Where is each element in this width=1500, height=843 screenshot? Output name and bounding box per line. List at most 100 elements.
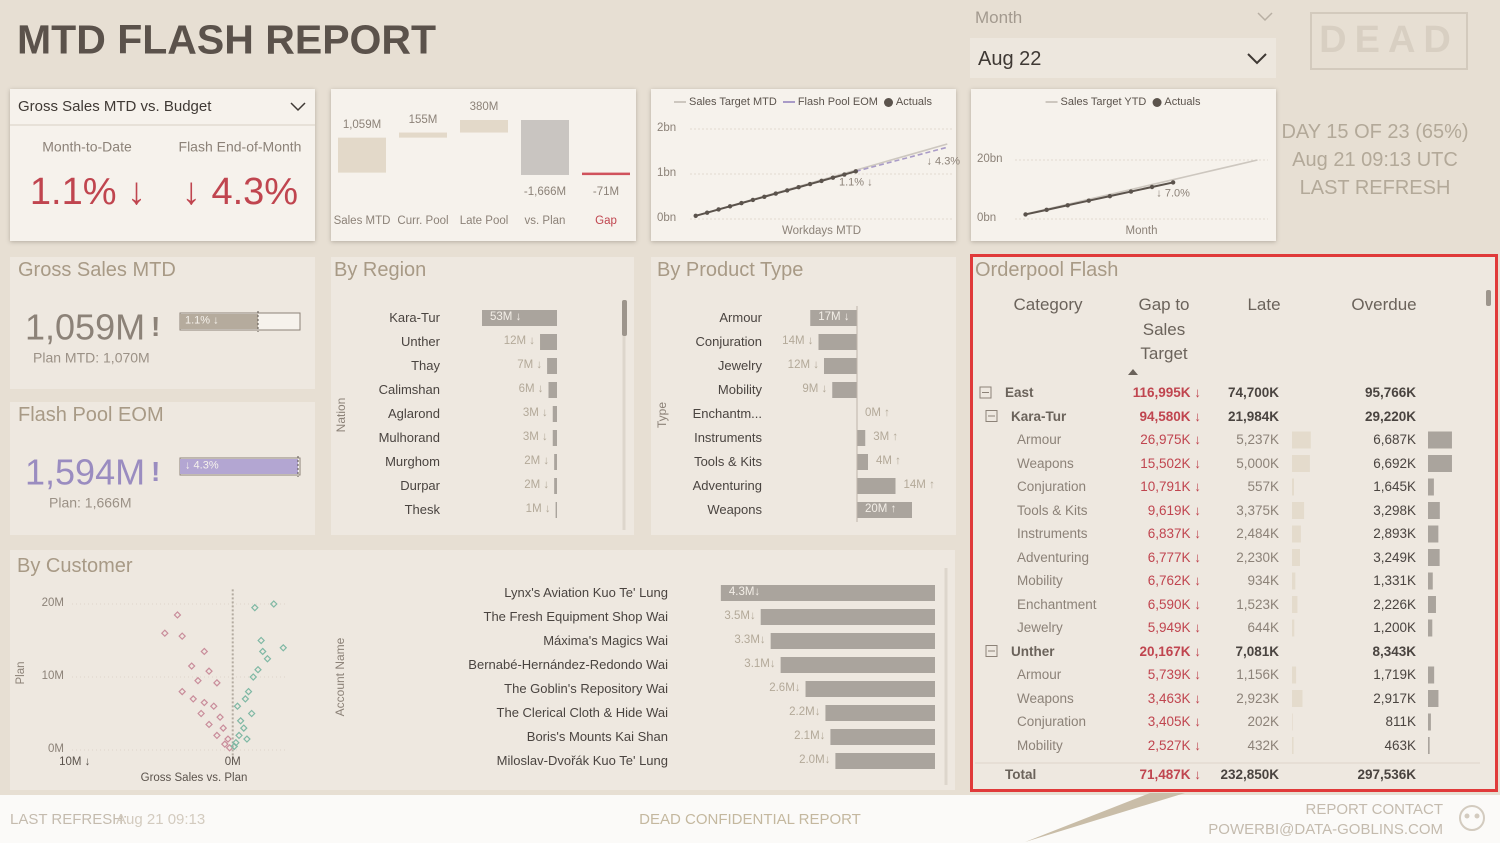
card-title: Gross Sales MTD — [18, 259, 176, 281]
gap-cell: 6,777K ↓ — [1147, 549, 1201, 565]
overdue-cell: 95,766K — [1364, 384, 1416, 400]
row-category: Weapons — [1017, 455, 1074, 471]
late-bar — [1292, 713, 1293, 731]
data-label: 3M ↓ — [522, 431, 548, 444]
scrollbar[interactable] — [622, 300, 627, 336]
overdue-bar — [1428, 737, 1430, 754]
point — [1044, 207, 1049, 213]
y-tick-label: 2bn — [657, 122, 677, 135]
axis-title: Type — [654, 401, 669, 429]
kpi-value: 1,059M — [25, 306, 146, 348]
overdue-bar — [1428, 619, 1433, 637]
overdue-bar — [1428, 455, 1452, 472]
category-label: Thay — [411, 358, 440, 374]
waterfall-bar — [338, 137, 386, 173]
point — [200, 647, 209, 656]
total-label: Total — [1005, 766, 1037, 782]
point — [173, 611, 182, 619]
row-category[interactable]: East — [1005, 384, 1034, 400]
bar — [482, 310, 557, 326]
late-bar — [1292, 572, 1296, 590]
late-cell: 5,237K — [1236, 431, 1279, 447]
late-cell: 74,700K — [1227, 384, 1279, 400]
data-label: 9M ↓ — [802, 383, 828, 396]
x-tick-label: Late Pool — [459, 215, 509, 228]
point — [235, 731, 243, 740]
category-label: Tools & Kits — [694, 454, 762, 470]
overdue-cell: 811K — [1385, 713, 1416, 729]
overdue-cell: 1,200K — [1373, 619, 1416, 635]
point — [693, 213, 698, 219]
column-header: Gap to Sales Target — [1138, 295, 1190, 364]
series-line — [1025, 181, 1174, 216]
point — [205, 720, 213, 729]
late-bar — [1292, 596, 1298, 613]
legend: Sales Target YTD Actuals — [1045, 96, 1200, 108]
point — [236, 716, 245, 725]
alert-icon: ! — [151, 456, 161, 488]
bar — [857, 478, 896, 494]
overdue-bar — [1428, 572, 1433, 590]
late-cell: 2,923K — [1236, 690, 1279, 706]
month-dropdown[interactable] — [970, 38, 1276, 78]
row-category[interactable]: Unther — [1011, 643, 1055, 659]
scrollbar[interactable] — [1486, 290, 1491, 306]
late-bar — [1292, 690, 1303, 707]
gap-cell: 6,837K ↓ — [1147, 525, 1201, 541]
waterfall-bar — [460, 119, 508, 133]
point — [243, 735, 251, 743]
category-label: Unther — [400, 334, 440, 350]
bar — [824, 358, 857, 374]
legend-label: Sales Target YTD — [1060, 96, 1147, 108]
slicer-value[interactable]: Aug 22 — [978, 48, 1042, 70]
axis-title: Gross Sales vs. Plan — [140, 772, 248, 785]
overdue-bar — [1428, 525, 1439, 543]
late-bar — [1292, 478, 1294, 496]
legend-label: Sales Target MTD — [689, 96, 777, 108]
data-label: 155M — [408, 113, 438, 126]
gap-cell: 6,762K ↓ — [1147, 572, 1201, 588]
bar — [830, 729, 935, 745]
data-label: 6M ↓ — [518, 383, 544, 396]
annotation: 1.1% ↓ — [838, 176, 873, 189]
category-label: Durpar — [400, 478, 440, 494]
bar — [760, 609, 935, 625]
point — [727, 204, 733, 209]
gap-cell: 3,463K ↓ — [1147, 690, 1201, 706]
point — [219, 724, 228, 732]
row-category: Armour — [1017, 431, 1062, 447]
bar — [548, 382, 557, 398]
chevron[interactable] — [290, 102, 306, 112]
category-label: Thesk — [404, 502, 440, 518]
row-category[interactable]: Kara-Tur — [1011, 408, 1067, 424]
late-bar — [1292, 431, 1311, 449]
skull-eye — [1474, 813, 1480, 819]
kpi-card — [10, 89, 315, 241]
overdue-cell: 297,536K — [1357, 766, 1416, 782]
kpi-selector[interactable]: Gross Sales MTD vs. Budget — [18, 98, 212, 115]
waterfall-bar — [521, 119, 569, 175]
x-tick-label: 0M — [224, 756, 241, 769]
bullet-fill — [180, 314, 258, 329]
y-tick-label: 1bn — [657, 167, 677, 180]
row-category: Conjuration — [1017, 713, 1087, 729]
x-tick-label: Sales MTD — [333, 215, 391, 228]
skull-icon — [1459, 805, 1485, 831]
data-label: 4M ↑ — [876, 455, 901, 468]
axis-title: Plan — [15, 661, 28, 685]
overdue-cell: 463K — [1384, 737, 1416, 753]
data-label: 380M — [469, 101, 499, 114]
gap-cell: 15,502K ↓ — [1140, 455, 1201, 471]
gap-cell: 6,590K ↓ — [1147, 596, 1201, 612]
y-tick-label: 20bn — [977, 153, 1003, 166]
row-category: Tools & Kits — [1017, 502, 1088, 518]
legend-item: Sales Target YTD — [1045, 96, 1147, 108]
chevron[interactable] — [1247, 53, 1267, 65]
late-bar — [1292, 619, 1295, 637]
data-label: 1M ↓ — [525, 503, 551, 516]
axis-title: Account Name — [332, 637, 347, 717]
category-label: Armour — [719, 310, 762, 326]
footer-label: LAST REFRESH: — [10, 811, 128, 828]
row-category: Mobility — [1017, 572, 1063, 588]
row-category: Adventuring — [1017, 549, 1090, 565]
